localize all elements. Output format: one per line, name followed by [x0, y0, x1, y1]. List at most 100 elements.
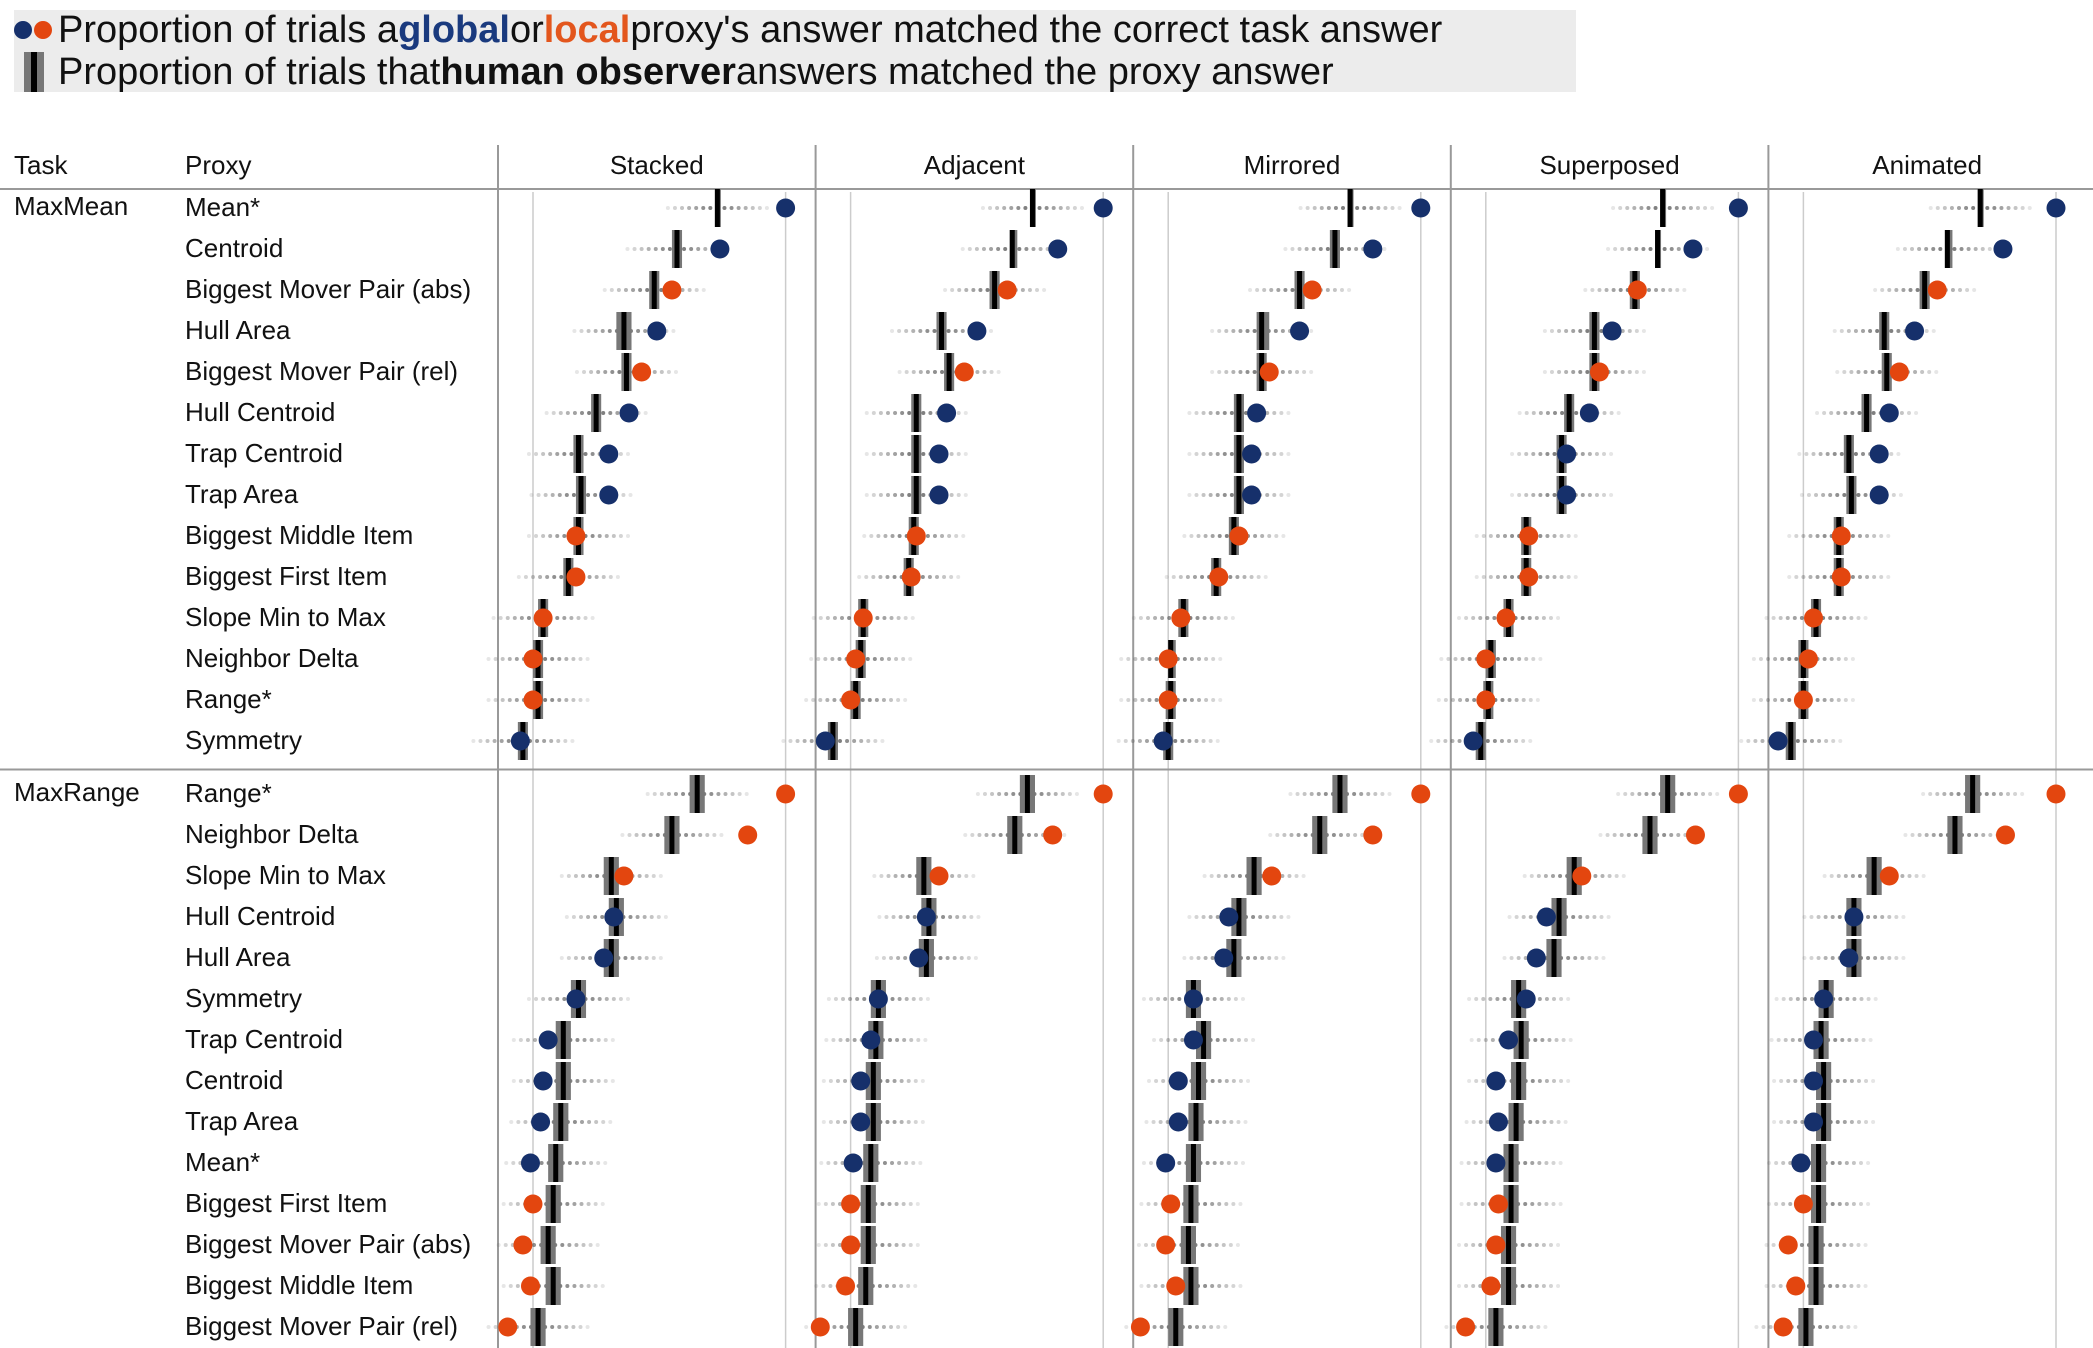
human-sample-dot	[1830, 1161, 1835, 1165]
human-sample-dot	[589, 1079, 594, 1083]
human-sample-dot	[1693, 792, 1698, 796]
human-sample-dot	[1938, 833, 1943, 837]
human-median-mark	[992, 271, 998, 309]
human-sample-dot	[625, 452, 630, 456]
human-sample-dot	[1833, 1038, 1838, 1042]
human-sample-dot	[1346, 833, 1351, 837]
human-sample-dot	[1457, 739, 1462, 743]
human-sample-dot	[1654, 288, 1659, 292]
human-sample-dot	[1509, 956, 1514, 960]
proxy-match-dot	[1476, 649, 1496, 669]
human-median-mark	[1518, 1021, 1524, 1059]
human-sample-dot	[543, 657, 548, 661]
human-sample-dot	[1534, 616, 1539, 620]
human-sample-dot	[2020, 792, 2025, 796]
human-sample-dot	[906, 1284, 911, 1288]
human-sample-dot	[601, 411, 606, 415]
human-sample-dot	[1816, 956, 1821, 960]
human-sample-dot	[1764, 1284, 1769, 1288]
human-sample-dot	[1146, 1202, 1151, 1206]
human-sample-dot	[1187, 1325, 1192, 1329]
human-sample-dot	[905, 915, 910, 919]
human-sample-dot	[603, 370, 608, 374]
proxy-match-dot	[520, 1276, 540, 1296]
proxy-match-dot	[1685, 825, 1705, 845]
human-sample-dot	[1675, 288, 1680, 292]
human-sample-dot	[1474, 997, 1479, 1001]
human-sample-dot	[1147, 1079, 1152, 1083]
human-sample-dot	[826, 1161, 831, 1165]
human-sample-dot	[823, 1202, 828, 1206]
proxy-match-dot	[1496, 608, 1516, 628]
human-sample-dot	[557, 657, 562, 661]
human-sample-dot	[525, 1079, 530, 1083]
human-sample-dot	[867, 1325, 872, 1329]
human-sample-dot	[828, 1284, 833, 1288]
human-sample-dot	[579, 329, 584, 333]
human-sample-dot	[1809, 915, 1814, 919]
human-sample-dot	[1821, 493, 1826, 497]
proxy-match-dot	[841, 690, 861, 710]
human-sample-dot	[1877, 370, 1882, 374]
human-sample-dot	[1301, 874, 1306, 878]
human-sample-dot	[1217, 1202, 1222, 1206]
human-median-mark	[1236, 435, 1242, 473]
human-sample-dot	[971, 874, 976, 878]
human-sample-dot	[946, 329, 951, 333]
human-sample-dot	[1800, 1079, 1805, 1083]
human-sample-dot	[1799, 493, 1804, 497]
human-sample-dot	[1832, 1325, 1837, 1329]
proxy-match-dot	[1219, 907, 1239, 927]
human-sample-dot	[1799, 1243, 1804, 1247]
human-sample-dot	[567, 1161, 572, 1165]
human-sample-dot	[564, 915, 569, 919]
human-sample-dot	[511, 1038, 516, 1042]
human-sample-dot	[601, 575, 606, 579]
human-sample-dot	[859, 739, 864, 743]
human-sample-dot	[1200, 575, 1205, 579]
human-sample-dot	[1898, 493, 1903, 497]
human-sample-dot	[960, 329, 965, 333]
human-sample-dot	[1495, 575, 1500, 579]
human-sample-dot	[895, 1038, 900, 1042]
human-sample-dot	[1182, 534, 1187, 538]
human-sample-dot	[835, 1079, 840, 1083]
human-sample-dot	[1856, 493, 1861, 497]
human-sample-dot	[573, 874, 578, 878]
human-sample-dot	[576, 616, 581, 620]
human-sample-dot	[1822, 534, 1827, 538]
human-sample-dot	[1780, 657, 1785, 661]
human-sample-dot	[1302, 792, 1307, 796]
human-sample-dot	[1189, 534, 1194, 538]
human-sample-dot	[1325, 247, 1330, 251]
human-sample-dot	[1774, 1161, 1779, 1165]
human-sample-dot	[835, 1120, 840, 1124]
human-sample-dot	[1479, 1325, 1484, 1329]
human-sample-dot	[653, 247, 658, 251]
proxy-match-dot	[776, 198, 796, 218]
human-sample-dot	[1879, 534, 1884, 538]
human-sample-dot	[1527, 1243, 1532, 1247]
human-sample-dot	[1042, 288, 1047, 292]
proxy-match-dot	[1456, 1317, 1476, 1337]
proxy-match-dot	[1879, 866, 1899, 886]
human-sample-dot	[1611, 288, 1616, 292]
human-sample-dot	[1857, 874, 1862, 878]
human-sample-dot	[1527, 1284, 1532, 1288]
human-sample-dot	[1436, 698, 1441, 702]
proxy-match-dot	[738, 825, 758, 845]
human-sample-dot	[1580, 956, 1585, 960]
proxy-match-dot	[523, 690, 543, 710]
human-median-mark	[550, 1267, 556, 1305]
human-sample-dot	[1542, 370, 1547, 374]
human-sample-dot	[1459, 1161, 1464, 1165]
human-sample-dot	[1630, 792, 1635, 796]
human-sample-dot	[1559, 997, 1564, 1001]
human-sample-dot	[1802, 997, 1807, 1001]
human-sample-dot	[1123, 739, 1128, 743]
human-sample-dot	[1296, 833, 1301, 837]
proxy-match-dot	[710, 239, 730, 259]
human-sample-dot	[1653, 206, 1658, 210]
proxy-match-dot	[1869, 485, 1889, 505]
human-sample-dot	[1338, 833, 1343, 837]
